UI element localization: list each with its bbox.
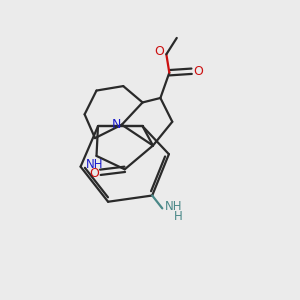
Text: H: H [174,210,183,223]
Text: O: O [193,65,203,78]
Text: NH: NH [86,158,104,171]
Text: O: O [154,45,164,58]
Text: N: N [112,118,121,130]
Text: NH: NH [165,200,182,213]
Text: O: O [89,167,99,180]
